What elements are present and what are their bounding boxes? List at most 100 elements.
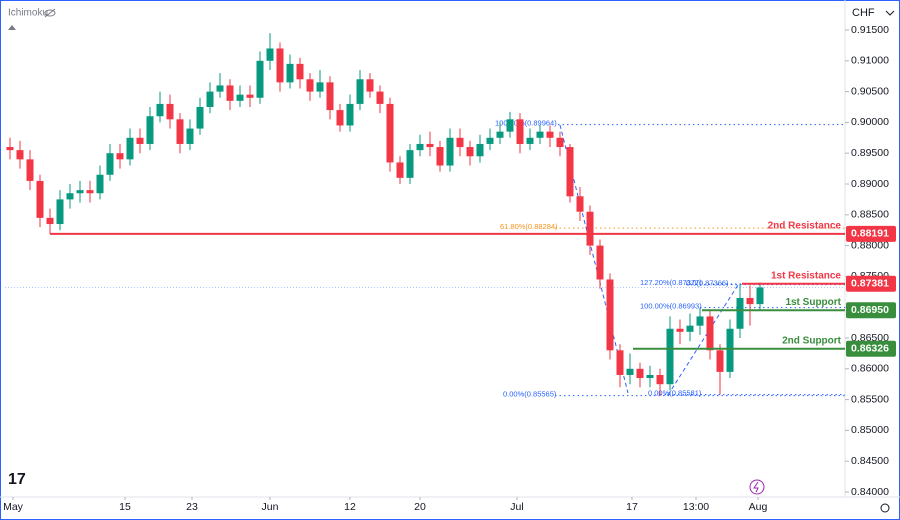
candle-body xyxy=(96,174,104,194)
candle-body xyxy=(476,143,484,157)
candle-body xyxy=(216,85,224,92)
candle-body xyxy=(366,79,374,92)
candle-body xyxy=(436,147,444,166)
level-price-box xyxy=(846,275,896,292)
x-tick-label: May xyxy=(3,501,24,513)
candle-body xyxy=(576,196,584,212)
candle-body xyxy=(496,131,504,138)
level-price-box xyxy=(846,225,896,242)
candle-body xyxy=(736,297,744,329)
candle-body xyxy=(6,147,14,151)
level-price: 0.86326 xyxy=(851,342,889,354)
candle-body xyxy=(66,193,74,200)
candle-body xyxy=(106,153,114,175)
candle-body xyxy=(266,48,274,61)
fib-label: 0.0(0.87366) xyxy=(686,279,729,288)
candle-body xyxy=(36,180,44,218)
level-price: 0.86950 xyxy=(851,304,889,316)
candle-body xyxy=(346,103,354,126)
settings-icon[interactable] xyxy=(880,503,890,513)
currency[interactable]: CHF xyxy=(852,7,875,19)
fib-label: 127.20%(0.87377) xyxy=(640,278,702,287)
candle-body xyxy=(306,79,314,92)
tv-logo[interactable]: 17 xyxy=(8,471,26,488)
level-price-box xyxy=(846,302,896,319)
candle-body xyxy=(716,350,724,372)
candle-body xyxy=(26,159,34,181)
x-tick-label: 23 xyxy=(186,501,198,513)
fib-label: 100.00%(0.86993) xyxy=(640,302,702,311)
level-name: 1st Resistance xyxy=(771,270,841,281)
x-tick-label: 13:00 xyxy=(683,501,709,513)
candle-body xyxy=(556,137,564,148)
x-tick-label: Jun xyxy=(262,501,279,513)
fib-label: 0.00%(0.85565) xyxy=(503,390,557,399)
level-price-box xyxy=(846,340,896,357)
candle-body xyxy=(396,162,404,178)
candle-body xyxy=(486,137,494,144)
x-tick-label: 17 xyxy=(626,501,638,513)
candle-body xyxy=(426,143,434,148)
fib-label: 61.80%(0.88284) xyxy=(500,222,558,231)
candle-body xyxy=(636,368,644,379)
y-tick-label: 0.90500 xyxy=(851,85,889,97)
level-name: 2nd Support xyxy=(782,335,842,346)
candle-body xyxy=(386,103,394,163)
candle-body xyxy=(46,217,54,225)
level-price: 0.87381 xyxy=(851,278,889,290)
candle-body xyxy=(646,374,654,379)
events-bolt xyxy=(753,481,759,493)
events-icon[interactable] xyxy=(749,479,765,495)
candle-body xyxy=(206,91,214,107)
candle-body xyxy=(236,94,244,101)
fib-label: 100.00%(0.89964) xyxy=(495,119,557,128)
dropdown-icon[interactable] xyxy=(885,10,895,16)
candle-body xyxy=(86,190,94,194)
candle-body xyxy=(156,103,164,117)
eye-icon[interactable] xyxy=(44,8,56,18)
fib-label: 0.00%(0.85581) xyxy=(648,389,702,398)
level-price: 0.88191 xyxy=(851,228,889,240)
candle-body xyxy=(626,368,634,375)
candle-body xyxy=(466,147,474,157)
x-tick-label: 15 xyxy=(119,501,131,513)
candle-body xyxy=(126,137,134,160)
candle-body xyxy=(686,325,694,332)
candle-body xyxy=(526,137,534,144)
x-tick-label: Aug xyxy=(749,501,768,513)
candle-body xyxy=(116,153,124,160)
candle-body xyxy=(606,279,614,351)
indicator-name: Ichimoku xyxy=(8,8,48,19)
candle-body xyxy=(586,211,594,246)
candle-body xyxy=(276,48,284,83)
candle-body xyxy=(166,103,174,120)
candle-body xyxy=(406,150,414,178)
candle-body xyxy=(196,106,204,129)
y-tick-label: 0.90000 xyxy=(851,116,889,128)
y-tick-label: 0.84500 xyxy=(851,455,889,467)
candle-body xyxy=(186,128,194,144)
y-tick-label: 0.86000 xyxy=(851,363,889,375)
candle-body xyxy=(326,82,334,111)
candle-body xyxy=(756,287,764,305)
x-tick-label: Jul xyxy=(510,501,523,513)
y-tick-label: 0.89000 xyxy=(851,178,889,190)
candle-body xyxy=(536,131,544,138)
candle-body xyxy=(256,60,264,98)
candle-body xyxy=(656,374,664,385)
candle-body xyxy=(146,116,154,144)
candle-body xyxy=(746,297,754,305)
y-tick-label: 0.88500 xyxy=(851,209,889,221)
candle-body xyxy=(296,63,304,80)
x-tick-label: 20 xyxy=(414,501,426,513)
collapse-icon[interactable] xyxy=(8,25,16,30)
candle-body xyxy=(456,137,464,148)
level-name: 2nd Resistance xyxy=(768,220,842,231)
candle-body xyxy=(356,79,364,104)
candle-body xyxy=(416,143,424,151)
candle-body xyxy=(506,119,514,132)
y-tick-label: 0.85000 xyxy=(851,424,889,436)
candle-body xyxy=(316,82,324,92)
